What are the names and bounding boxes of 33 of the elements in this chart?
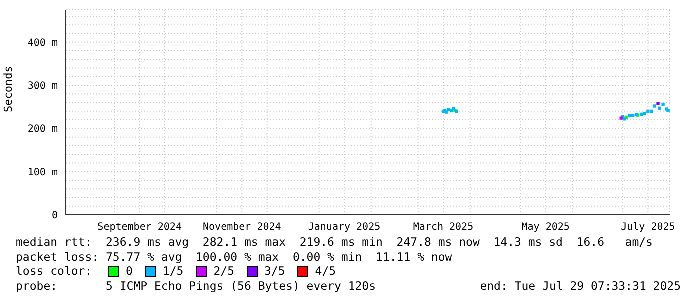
point (662, 102, 665, 106)
legend-label: 0 (126, 264, 133, 278)
y-tick-label: 100 m (28, 167, 58, 178)
y-tick-label: 300 m (28, 81, 58, 92)
point (446, 108, 450, 112)
y-axis-title: Seconds (2, 66, 15, 112)
text: probe: 5 ICMP Echo Pings (56 Bytes) every 120s (16, 278, 376, 293)
legend-label: 3/5 (264, 264, 286, 278)
point (640, 112, 644, 116)
legend-label: 2/5 (214, 264, 234, 278)
point (628, 114, 632, 118)
point (632, 114, 635, 118)
x-tick-label: July 2025 (621, 222, 676, 234)
point (646, 110, 650, 113)
text: packet loss: 75.77 % avg 100.00 % max 0.00 % min 11.11 % now (16, 250, 454, 264)
point (658, 106, 662, 110)
point (656, 102, 660, 106)
point (653, 104, 656, 108)
x-tick-label: January 2025 (308, 222, 381, 234)
legend-label: 4/5 (315, 264, 336, 278)
text: end: Tue Jul 29 07:33:31 2025 (480, 278, 681, 293)
legend-title: loss color: (16, 264, 94, 278)
y-tick-label: 200 m (28, 124, 58, 136)
text: median rtt: 236.9 ms avg 282.1 ms max 219.6 ms min 247.8 ms now 14.3 ms sd 16.6 am/s (16, 235, 654, 250)
x-tick-label: September 2024 (98, 222, 182, 234)
x-tick-label: November 2024 (203, 222, 282, 234)
legend-label: 1/5 (162, 264, 184, 278)
x-tick-label: May 2025 (522, 222, 570, 234)
y-tick-label: 0 (52, 210, 58, 222)
point (643, 112, 646, 116)
point (650, 110, 654, 113)
y-tick-label: 400 m (28, 38, 58, 49)
x-tick-label: March 2025 (413, 222, 474, 234)
